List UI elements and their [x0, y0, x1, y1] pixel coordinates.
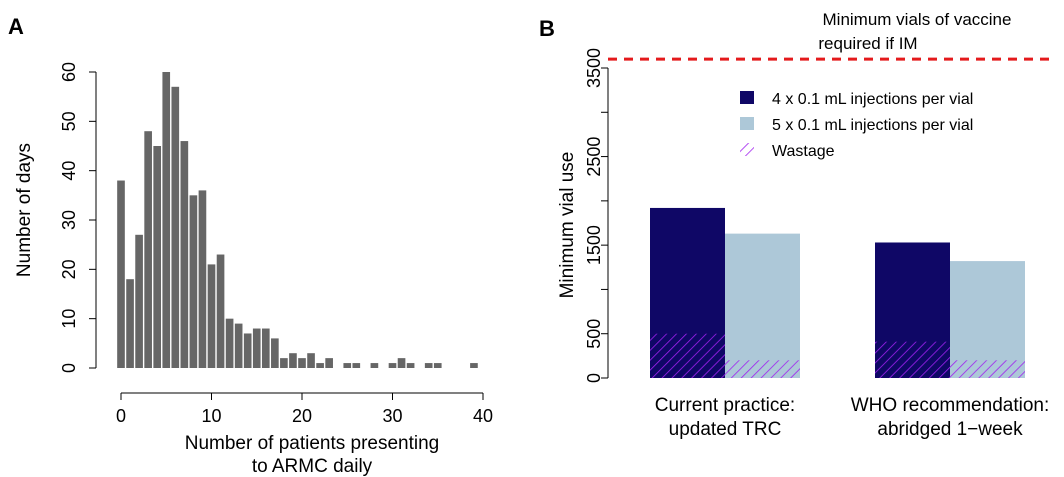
im-reference-label-line-1: Minimum vials of vaccine — [823, 10, 1012, 29]
histogram-bar — [388, 363, 397, 368]
x-tick-label: 40 — [473, 406, 493, 426]
five-dose-bar — [950, 261, 1025, 378]
histogram-bar — [470, 363, 478, 368]
histogram-bar — [117, 180, 125, 368]
y-tick-label: 500 — [584, 319, 604, 349]
histogram-bar — [397, 358, 406, 368]
legend-label-wastage: Wastage — [772, 143, 835, 160]
histogram-bar — [271, 338, 279, 368]
y-tick-label: 40 — [59, 161, 79, 181]
legend-label-five-dose: 5 x 0.1 mL injections per vial — [772, 117, 973, 134]
histogram-bar — [406, 363, 415, 368]
x-tick-label: 10 — [201, 406, 221, 426]
wastage-hatch — [725, 360, 800, 378]
five-dose-bar — [725, 233, 800, 378]
category-label: Current practice: — [655, 395, 795, 416]
y-tick-label: 20 — [59, 259, 79, 279]
x-tick-label: 0 — [116, 406, 126, 426]
histogram-bar — [433, 363, 442, 368]
histogram-bar — [424, 363, 433, 368]
histogram-bar — [307, 353, 315, 368]
histogram-bar — [243, 333, 252, 368]
y-tick-label: 0 — [59, 363, 79, 373]
y-axis-label: Number of days — [14, 143, 35, 277]
histogram-bar — [252, 328, 261, 368]
histogram-bar — [171, 86, 180, 369]
histogram-bar — [316, 363, 324, 368]
histogram-bar — [216, 254, 225, 368]
wastage-hatch — [650, 333, 725, 378]
legend-swatch-four-dose — [740, 91, 754, 104]
y-tick-label: 30 — [59, 210, 79, 230]
category-labels: Current practice: updated TRC WHO recommen… — [655, 395, 1049, 440]
wastage-hatch — [950, 360, 1025, 378]
histogram-bar — [189, 195, 198, 368]
y-tick-label: 2500 — [584, 137, 604, 177]
x-axis-label-line-2: to ARMC daily — [252, 456, 373, 477]
histogram-bar — [289, 353, 297, 368]
y-axis-ticks: 0 500 1500 2500 3500 — [584, 48, 608, 383]
y-tick-label: 60 — [59, 62, 79, 82]
histogram-bar — [280, 358, 288, 368]
legend-swatch-five-dose — [740, 117, 754, 130]
histogram-bar — [144, 131, 152, 368]
legend-label-four-dose: 4 x 0.1 mL injections per vial — [772, 91, 973, 108]
y-axis-ticks: 0 10 20 30 40 50 60 — [59, 62, 96, 373]
histogram-bar — [225, 318, 234, 368]
histogram-bar — [162, 72, 171, 368]
vial-bars — [650, 207, 1025, 378]
category-label: abridged 1−week — [877, 419, 1023, 440]
x-axis-label-line-1: Number of patients presenting — [185, 433, 440, 454]
histogram-bar — [370, 363, 379, 368]
histogram-bar — [126, 279, 134, 368]
histogram-bar — [325, 358, 333, 368]
category-label: updated TRC — [669, 419, 782, 440]
y-tick-label: 0 — [584, 373, 604, 383]
histogram-bar — [298, 358, 306, 368]
category-label: WHO recommendation: — [851, 395, 1050, 416]
im-reference-label-line-2: required if IM — [818, 34, 917, 53]
histogram-bar — [234, 323, 243, 368]
histogram-bar — [343, 363, 352, 368]
y-tick-label: 50 — [59, 111, 79, 131]
histogram-bar — [198, 190, 207, 368]
y-tick-label: 10 — [59, 309, 79, 329]
x-axis-ticks: 0 10 20 30 40 — [116, 393, 493, 426]
wastage-hatch — [875, 341, 950, 378]
histogram-bar — [352, 363, 361, 368]
legend: 4 x 0.1 mL injections per vial 5 x 0.1 m… — [740, 91, 973, 160]
x-tick-label: 20 — [292, 406, 312, 426]
histogram-bar — [153, 146, 162, 368]
y-axis-label: Minimum vial use — [557, 152, 578, 299]
histogram-bars — [117, 72, 478, 369]
legend-swatch-wastage — [740, 143, 754, 156]
panel-a-label: A — [8, 14, 24, 39]
histogram-bar — [135, 234, 143, 368]
y-tick-label: 1500 — [584, 225, 604, 265]
histogram-bar — [180, 141, 189, 368]
y-tick-label: 3500 — [584, 48, 604, 88]
x-tick-label: 30 — [382, 406, 402, 426]
panel-b-label: B — [539, 16, 555, 41]
histogram-bar — [261, 328, 270, 368]
histogram-panel: A 0 10 20 30 40 0 10 20 30 40 50 60 Number of pati… — [8, 14, 493, 477]
histogram-bar — [207, 264, 216, 368]
vial-use-panel: B 0 500 1500 2500 3500 Minimum vial use Mini… — [539, 10, 1052, 440]
